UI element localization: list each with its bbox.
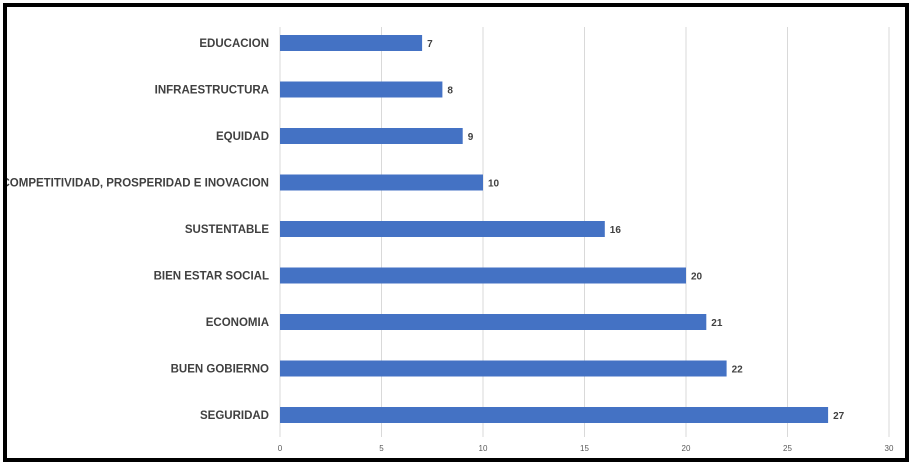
- category-label-0: EDUCACION: [199, 38, 269, 50]
- x-axis-ticks: 0 5 10 15 20 25 30: [278, 444, 894, 453]
- x-tick-label-30: 30: [885, 444, 894, 453]
- category-label-6: ECONOMIA: [206, 317, 269, 329]
- data-label-8: 27: [833, 411, 845, 422]
- data-label-2: 9: [468, 132, 474, 143]
- data-label-5: 20: [691, 272, 703, 283]
- category-label-2: EQUIDAD: [216, 131, 269, 143]
- bar-chart: EDUCACION INFRAESTRUCTURA EQUIDAD COMPETITI…: [7, 27, 894, 453]
- bars: [280, 35, 829, 423]
- bar-8: [280, 407, 829, 423]
- chart-frame: EDUCACION INFRAESTRUCTURA EQUIDAD COMPETITI…: [3, 3, 909, 462]
- category-label-7: BUEN GOBIERNO: [171, 364, 269, 376]
- bar-7: [280, 360, 727, 377]
- category-label-3: COMPETITIVIDAD, PROSPERIDAD E INOVACION: [7, 178, 269, 190]
- bar-1: [280, 81, 443, 98]
- data-label-4: 16: [610, 225, 622, 236]
- category-label-4: SUSTENTABLE: [185, 224, 269, 236]
- category-labels: EDUCACION INFRAESTRUCTURA EQUIDAD COMPETITI…: [7, 38, 269, 422]
- data-label-6: 21: [711, 318, 723, 329]
- category-label-1: INFRAESTRUCTURA: [155, 85, 269, 97]
- x-tick-label-10: 10: [479, 444, 488, 453]
- bar-4: [280, 221, 605, 237]
- bar-6: [280, 314, 707, 330]
- category-label-8: SEGURIDAD: [200, 410, 269, 422]
- data-labels: 7 8 9 10 16 20 21 22 27: [427, 39, 845, 422]
- x-tick-label-0: 0: [278, 444, 283, 453]
- bar-2: [280, 128, 463, 144]
- category-label-5: BIEN ESTAR SOCIAL: [154, 271, 269, 283]
- x-tick-label-5: 5: [379, 444, 384, 453]
- bar-0: [280, 35, 423, 51]
- data-label-1: 8: [447, 86, 453, 97]
- x-tick-label-20: 20: [682, 444, 691, 453]
- bar-3: [280, 174, 483, 191]
- data-label-3: 10: [488, 179, 500, 190]
- data-label-7: 22: [732, 365, 744, 376]
- x-tick-label-15: 15: [580, 444, 589, 453]
- data-label-0: 7: [427, 39, 433, 50]
- bar-5: [280, 267, 686, 284]
- x-tick-label-25: 25: [783, 444, 792, 453]
